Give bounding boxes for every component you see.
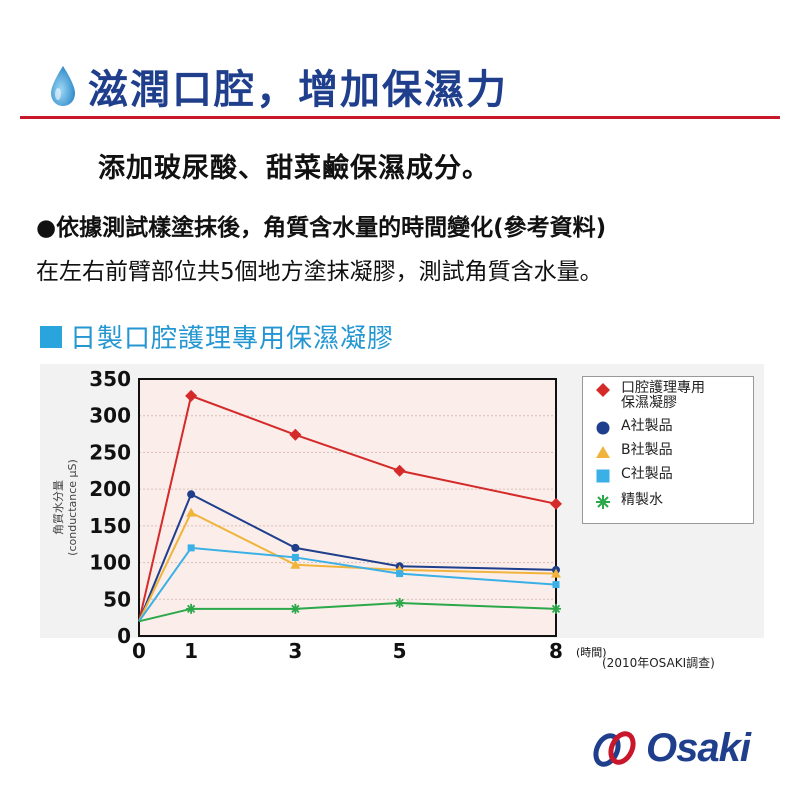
legend-marker-circle-icon: [596, 421, 610, 435]
y-tick-label: 250: [89, 440, 131, 464]
subtitle: 添加玻尿酸、甜菜鹼保濕成分。: [98, 153, 490, 184]
osaki-logo-icon: [593, 730, 636, 767]
y-tick-label: 200: [89, 477, 131, 501]
header: 滋潤口腔，增加保濕力: [48, 56, 508, 116]
logo-text: Osaki: [646, 726, 751, 770]
x-unit-label: (時間): [576, 646, 607, 659]
y-tick-label: 0: [117, 624, 131, 648]
legend-label: 口腔護理專用 保濕凝膠: [621, 380, 705, 411]
data-point: [552, 581, 560, 589]
y-tick-label: 100: [89, 551, 131, 575]
legend-label: B社製品: [621, 442, 673, 458]
y-axis-label: 角質水分量(conductance μS): [51, 459, 79, 556]
legend-label: 精製水: [621, 492, 663, 508]
description-line-1: ●依據測試樣塗抹後，角質含水量的時間變化(參考資料): [36, 215, 607, 241]
data-point: [291, 553, 299, 561]
y-tick-label: 300: [89, 404, 131, 428]
chart-legend: 口腔護理專用 保濕凝膠 A社製品 B社製品 C社製品精製水: [582, 376, 754, 524]
data-point: [187, 544, 195, 552]
data-point: [290, 559, 301, 569]
legend-item: B社製品: [595, 443, 731, 460]
legend-item: 口腔護理專用 保濕凝膠: [595, 381, 731, 411]
data-point: [551, 603, 561, 614]
x-tick-label: 3: [288, 639, 302, 663]
data-point: [550, 497, 562, 510]
legend-marker-square-icon: [596, 469, 610, 483]
section-heading: 日製口腔護理專用保濕凝膠: [40, 318, 394, 355]
data-point: [187, 490, 196, 499]
legend-label: A社製品: [621, 418, 673, 434]
data-point: [393, 464, 406, 477]
data-point: [551, 568, 561, 578]
legend-marker-triangle-icon: [596, 446, 610, 458]
brand-logo: Osaki: [588, 726, 751, 771]
data-point: [289, 428, 302, 441]
x-tick-label: 5: [393, 639, 407, 663]
header-divider: [20, 116, 780, 119]
x-tick-label: 8: [549, 639, 563, 663]
page-title: 滋潤口腔，增加保濕力: [88, 67, 508, 113]
y-tick-label: 50: [103, 587, 131, 611]
data-point: [291, 543, 300, 552]
legend-item: A社製品: [595, 419, 731, 436]
source-note: (2010年OSAKI調查): [602, 656, 715, 670]
data-point: [396, 570, 404, 578]
section-square-icon: [40, 325, 62, 348]
data-point: [185, 389, 198, 402]
description-line-2: 在左右前臂部位共5個地方塗抹凝膠，測試角質含水量。: [36, 259, 603, 285]
section-title: 日製口腔護理專用保濕凝膠: [70, 324, 395, 354]
legend-item: C社製品: [595, 467, 731, 484]
plot-area: [139, 379, 556, 636]
x-tick-label: 0: [132, 639, 146, 663]
legend-item: 精製水: [595, 493, 731, 510]
legend-marker-asterisk-icon: [596, 495, 610, 509]
data-point: [290, 603, 301, 614]
y-tick-label: 150: [89, 514, 131, 538]
x-tick-label: 1: [184, 639, 198, 663]
legend-marker-diamond-icon: [596, 383, 610, 397]
y-tick-label: 350: [89, 367, 131, 391]
water-drop-icon: [51, 66, 75, 106]
legend-label: C社製品: [621, 466, 673, 482]
data-point: [186, 507, 197, 517]
data-point: [394, 597, 405, 608]
data-point: [186, 603, 197, 614]
